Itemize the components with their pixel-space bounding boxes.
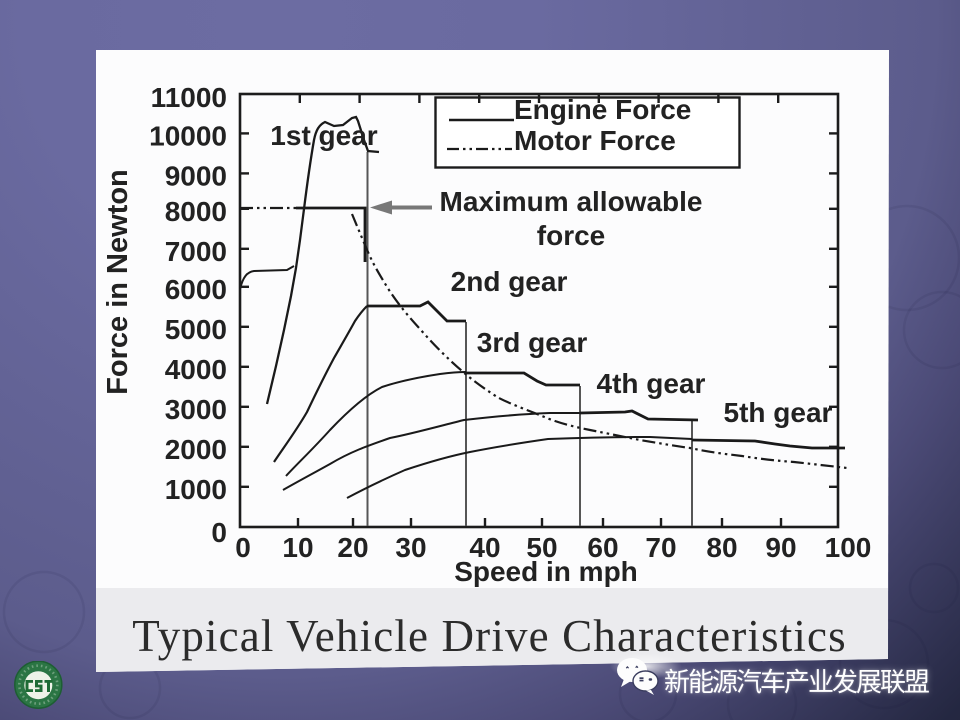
svg-text:Force in Newton: Force in Newton: [102, 169, 134, 395]
svg-text:40: 40: [469, 532, 500, 563]
svg-text:0: 0: [211, 517, 227, 548]
svg-text:50: 50: [526, 532, 557, 563]
svg-text:100: 100: [825, 532, 872, 563]
svg-text:4000: 4000: [165, 354, 227, 385]
svg-text:Engine Force: Engine Force: [514, 94, 691, 125]
svg-text:0: 0: [235, 532, 251, 563]
svg-text:5000: 5000: [165, 314, 227, 345]
svg-text:10000: 10000: [149, 121, 227, 152]
svg-text:8000: 8000: [165, 196, 227, 227]
svg-text:60: 60: [587, 532, 618, 563]
svg-text:80: 80: [706, 532, 737, 563]
svg-text:3000: 3000: [165, 394, 227, 425]
svg-text:1st gear: 1st gear: [270, 120, 377, 151]
svg-text:7000: 7000: [165, 236, 227, 267]
svg-text:force: force: [537, 220, 605, 251]
svg-text:2000: 2000: [165, 434, 227, 465]
svg-text:Speed in mph: Speed in mph: [454, 556, 638, 587]
svg-text:4th gear: 4th gear: [597, 368, 706, 399]
svg-text:30: 30: [395, 532, 426, 563]
svg-text:Motor Force: Motor Force: [514, 125, 676, 156]
svg-text:11000: 11000: [151, 82, 227, 113]
svg-text:9000: 9000: [165, 161, 227, 192]
svg-text:Maximum allowable: Maximum allowable: [440, 186, 703, 217]
svg-text:2nd gear: 2nd gear: [451, 266, 568, 297]
svg-text:20: 20: [337, 532, 368, 563]
svg-text:1000: 1000: [165, 474, 227, 505]
svg-text:70: 70: [645, 532, 676, 563]
svg-text:10: 10: [282, 532, 313, 563]
svg-text:3rd gear: 3rd gear: [477, 327, 588, 358]
svg-text:90: 90: [765, 532, 796, 563]
svg-text:5th gear: 5th gear: [724, 397, 833, 428]
svg-text:6000: 6000: [165, 274, 227, 305]
